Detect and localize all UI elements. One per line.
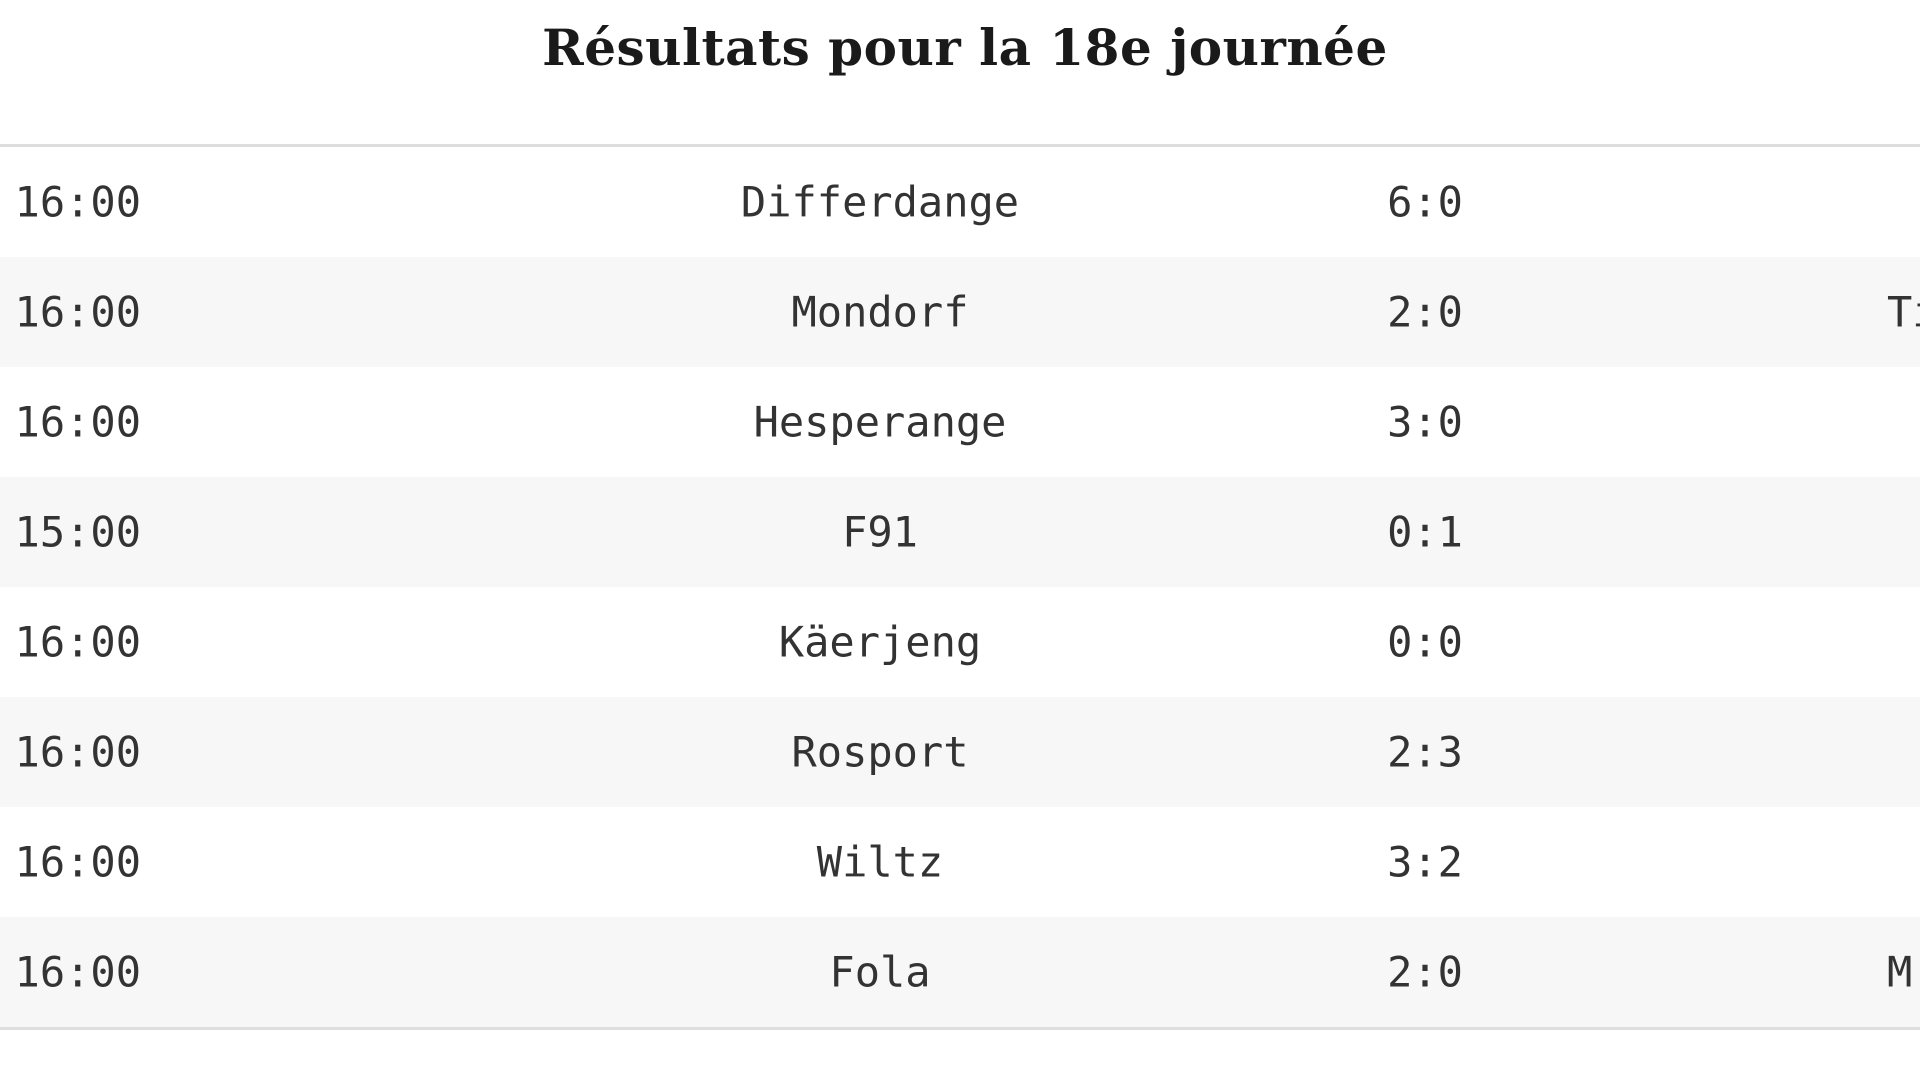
home-team[interactable]: Differdange [740,177,1020,227]
match-score[interactable]: 3:0 [1387,397,1463,447]
match-score[interactable]: 2:0 [1387,947,1463,997]
match-datetime: 3 16:00 [0,837,141,887]
match-datetime: 3 15:00 [0,507,141,557]
table-row: 3 16:00 Differdange 6:0 [0,147,1920,257]
results-table: 3 16:00 Differdange 6:0 3 16:00 Mondorf … [0,144,1920,1030]
home-team[interactable]: Rosport [791,727,969,777]
table-row: 3 16:00 Mondorf 2:0 Ti [0,257,1920,367]
home-team[interactable]: Hesperange [753,397,1007,447]
match-score[interactable]: 2:3 [1387,727,1463,777]
table-row: 3 15:00 F91 0:1 [0,477,1920,587]
match-score[interactable]: 3:2 [1387,837,1463,887]
match-score[interactable]: 0:0 [1387,617,1463,667]
table-row: 3 16:00 Rosport 2:3 [0,697,1920,807]
match-datetime: 3 16:00 [0,727,141,777]
table-row: 3 16:00 Käerjeng 0:0 [0,587,1920,697]
match-datetime: 3 16:00 [0,287,141,337]
match-datetime: 3 16:00 [0,617,141,667]
match-score[interactable]: 2:0 [1387,287,1463,337]
table-row: 3 16:00 Fola 2:0 M [0,917,1920,1027]
home-team[interactable]: F91 [842,507,918,557]
match-score[interactable]: 0:1 [1387,507,1463,557]
match-datetime: 3 16:00 [0,177,141,227]
table-row: 3 16:00 Hesperange 3:0 [0,367,1920,477]
home-team[interactable]: Fola [829,947,931,997]
match-datetime: 3 16:00 [0,397,141,447]
table-row: 3 16:00 Wiltz 3:2 [0,807,1920,917]
page-title: Résultats pour la 18e journée [542,18,1388,77]
home-team[interactable]: Käerjeng [778,617,982,667]
away-team[interactable]: M [1887,947,1913,997]
home-team[interactable]: Wiltz [816,837,944,887]
away-team[interactable]: Ti [1887,287,1920,337]
match-score[interactable]: 6:0 [1387,177,1463,227]
match-datetime: 3 16:00 [0,947,141,997]
home-team[interactable]: Mondorf [791,287,969,337]
